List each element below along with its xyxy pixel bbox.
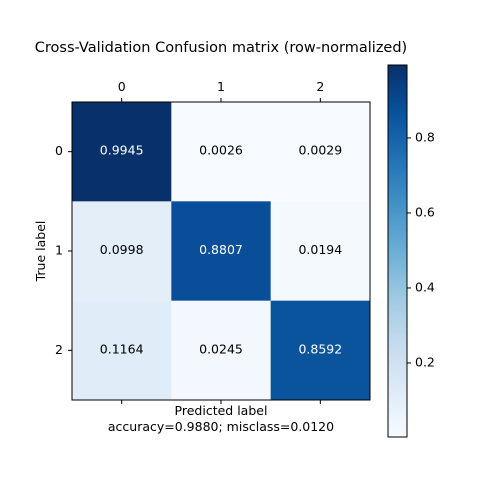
- heatmap-cell-r0-c2: [270, 102, 371, 202]
- cell-label-r0-c2: 0.0029: [298, 143, 342, 158]
- x-tick-label-1: 1: [217, 79, 225, 94]
- x-tick-label-2: 2: [316, 79, 324, 94]
- y-tick-label-2: 2: [55, 342, 63, 357]
- cell-value-labels: 0.9945 0.0026 0.0029 0.0998 0.8807 0.0194 0.11…: [100, 143, 342, 357]
- cell-label-r2-c1: 0.0245: [199, 341, 243, 356]
- heatmap-cell-r0-c0: [72, 102, 172, 202]
- cell-label-r0-c0: 0.9945: [100, 143, 144, 158]
- heatmap-cell-r1-c1: [171, 201, 272, 302]
- colorbar-tick-label-3: 0.8: [415, 129, 435, 144]
- cell-label-r0-c1: 0.0026: [199, 143, 243, 158]
- heatmap-cell-r2-c1: [171, 300, 272, 401]
- y-axis-ticks: 0 1 2: [55, 143, 72, 357]
- colorbar-tick-label-1: 0.4: [415, 279, 435, 294]
- accuracy-footer: accuracy=0.9880; misclass=0.0120: [108, 419, 334, 434]
- x-axis-ticks: 0 1 2: [118, 79, 324, 404]
- heatmap-cell-r1-c2: [270, 201, 371, 302]
- cell-label-r1-c0: 0.0998: [100, 242, 144, 257]
- colorbar: [387, 64, 408, 438]
- cell-label-r1-c1: 0.8807: [199, 242, 243, 257]
- y-tick-label-0: 0: [55, 143, 63, 158]
- colorbar-tick-label-2: 0.6: [415, 204, 435, 219]
- x-tick-label-0: 0: [118, 79, 126, 94]
- heatmap-cells: [72, 102, 371, 401]
- cell-label-r1-c2: 0.0194: [298, 242, 342, 257]
- heatmap-cell-r2-c0: [72, 300, 172, 401]
- colorbar-tick-label-0: 0.2: [415, 354, 435, 369]
- y-axis-label: True label: [33, 221, 48, 283]
- heatmap-cell-r0-c1: [171, 102, 272, 202]
- heatmap-cell-r1-c0: [72, 201, 172, 302]
- heatmap-cell-r2-c2: [270, 300, 371, 401]
- cell-label-r2-c2: 0.8592: [298, 341, 342, 356]
- x-axis-label: Predicted label: [175, 403, 268, 418]
- y-tick-label-1: 1: [55, 243, 63, 258]
- cell-label-r2-c0: 0.1164: [100, 341, 144, 356]
- colorbar-ticks: 0.2 0.4 0.6 0.8: [407, 129, 435, 369]
- chart-title: Cross-Validation Confusion matrix (row-n…: [35, 40, 407, 56]
